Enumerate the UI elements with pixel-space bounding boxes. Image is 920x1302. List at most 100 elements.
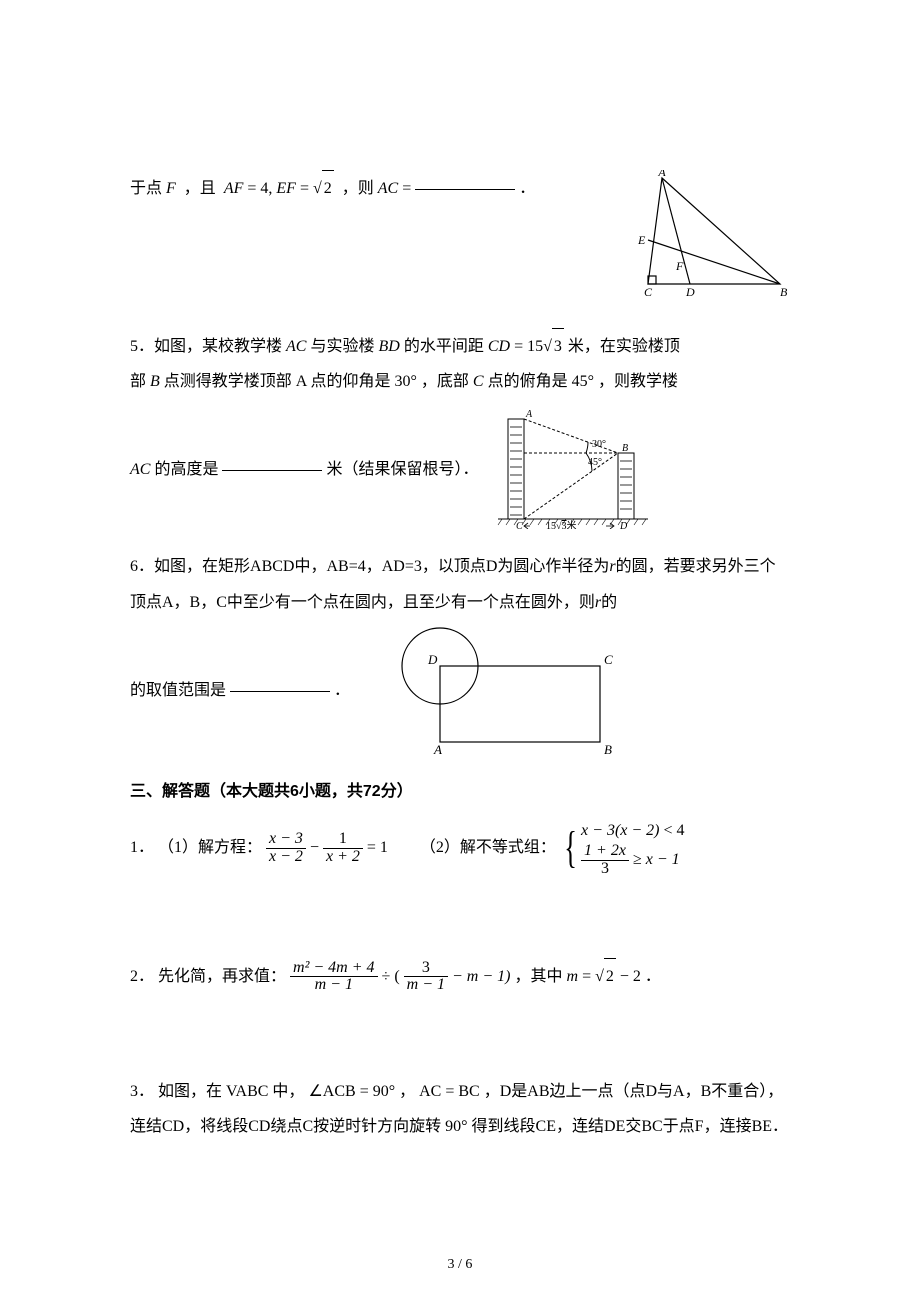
q4-sep3: ，则 xyxy=(342,180,374,197)
q32-sqrt2: 2 xyxy=(595,958,616,994)
q31-minus: − xyxy=(310,839,319,856)
q4-EF: EF xyxy=(276,180,296,197)
q31-number: 1． xyxy=(130,839,154,856)
q31-p2-label: （2）解不等式组： xyxy=(420,839,556,856)
q5-BD: BD xyxy=(379,338,400,355)
q5-cd-unit: 米，在实验楼顶 xyxy=(568,338,680,355)
figure-q6: D C A B xyxy=(380,626,620,756)
q31-frac1: x − 3 x − 2 xyxy=(266,831,306,866)
q6-t3: 的取值范围是 xyxy=(130,682,226,699)
q31-system: { x − 3(x − 2) < 4 1 + 2x 3 ≥ x − 1 xyxy=(560,819,685,878)
q5-t9: 的高度是 xyxy=(154,461,218,478)
q5-fig-45: 45° xyxy=(588,457,602,468)
q5-t1: 如图，某校教学楼 xyxy=(154,338,282,355)
q32-tail: − m − 1) xyxy=(452,968,510,985)
figure-q5: 30° 45° A B C D 15√3米 xyxy=(488,409,658,529)
q5-fig-30: 30° xyxy=(592,439,606,450)
q33-sep1: ， xyxy=(399,1083,415,1100)
label-E: E xyxy=(637,233,646,247)
question-4-tail: A E F C D B 于点 F ，且 AF = 4, EF = 2 ，则 AC… xyxy=(130,170,790,298)
q5-C: C xyxy=(473,373,484,390)
question-3-3: 3． 如图，在 VABC 中， ∠ACB = 90° ， AC = BC ，D是… xyxy=(130,1074,790,1144)
q33-t4: 得到线段CE，连结DE交BC于点F，连接BE． xyxy=(472,1118,788,1135)
label-B: B xyxy=(780,285,788,298)
question-3-1: 1． （1）解方程： x − 3 x − 2 − 1 x + 2 = 1 （2）… xyxy=(130,819,790,878)
q5-AC2: AC xyxy=(130,461,150,478)
q32-period: ． xyxy=(645,968,661,985)
q33-number: 3． xyxy=(130,1083,154,1100)
q32-m: m xyxy=(567,968,579,985)
q5-t8: ，则教学楼 xyxy=(598,373,678,390)
q33-t1: 如图，在 xyxy=(158,1083,222,1100)
question-3-2: 2． 先化简，再求值： m² − 4m + 4 m − 1 ÷ ( 3 m − … xyxy=(130,958,790,995)
q5-t5: 点测得教学楼顶部 A 点的仰角是 xyxy=(164,373,391,390)
q5-B: B xyxy=(150,373,160,390)
q6-t1: 如图，在矩形ABCD中，AB=4，AD=3，以顶点D为圆心作半径为 xyxy=(154,558,609,575)
q6-C: C xyxy=(604,652,613,667)
q4-point-F: F xyxy=(166,180,176,197)
q32-lpar: ( xyxy=(394,968,399,985)
q5-AC: AC xyxy=(286,338,306,355)
q4-text-before: 于点 xyxy=(130,180,162,197)
q32-eq: = xyxy=(582,968,591,985)
page-number: 3 / 6 xyxy=(0,1258,920,1272)
q4-sep1: ，且 xyxy=(184,180,216,197)
label-A: A xyxy=(657,170,666,179)
q4-EF-val: 2 xyxy=(313,170,334,206)
q4-AC: AC xyxy=(378,180,398,197)
q6-B: B xyxy=(604,742,612,756)
q32-frac1: m² − 4m + 4 m − 1 xyxy=(290,960,378,995)
q5-t6: ，底部 xyxy=(421,373,469,390)
q33-ang: ∠ACB xyxy=(308,1083,355,1100)
q6-last-line: 的取值范围是 ． xyxy=(130,673,350,708)
q5-t10: 米（结果保留根号）． xyxy=(326,461,478,478)
q5-CD: CD xyxy=(488,338,510,355)
figure-q4: A E F C D B xyxy=(630,170,790,298)
q5-ang2: 45° xyxy=(572,373,594,390)
q31-eq: = 1 xyxy=(367,839,388,856)
q4-blank xyxy=(415,189,515,190)
question-5: 5．如图，某校教学楼 AC 与实验楼 BD 的水平间距 CD = 153 米，在… xyxy=(130,328,790,529)
q4-AF: AF xyxy=(224,180,244,197)
q4-eq2: = xyxy=(300,180,309,197)
q4-eq1: = xyxy=(247,180,256,197)
q5-t2: 与实验楼 xyxy=(310,338,374,355)
q5-cd-eq: = xyxy=(514,338,523,355)
q5-cd-coeff: 15 xyxy=(527,338,543,355)
q5-cd-sqrt: 3 xyxy=(543,328,564,364)
q5-t3: 的水平间距 xyxy=(404,338,484,355)
question-6: 6．如图，在矩形ABCD中，AB=4，AD=3，以顶点D为圆心作半径为r的圆，若… xyxy=(130,549,790,755)
q4-period: ． xyxy=(519,180,535,197)
q6-A: A xyxy=(433,742,442,756)
q5-number: 5． xyxy=(130,338,154,355)
q4-eq3: = xyxy=(402,180,411,197)
q33-tri: VABC xyxy=(226,1083,268,1100)
q32-frac2: 3 m − 1 xyxy=(404,960,448,995)
section-3-title: 三、解答题（本大题共6小题，共72分） xyxy=(130,774,790,809)
q32-t2: ，其中 xyxy=(514,968,562,985)
label-F: F xyxy=(675,259,684,273)
q31-frac2: 1 x + 2 xyxy=(323,831,363,866)
svg-text:15√3米: 15√3米 xyxy=(546,519,577,529)
q5-fig-B: B xyxy=(622,443,628,454)
q6-period: ． xyxy=(334,682,350,699)
q33-angv: = 90° xyxy=(360,1083,395,1100)
q32-t1: 先化简，再求值： xyxy=(158,968,286,985)
q5-last-line: AC 的高度是 米（结果保留根号）． xyxy=(130,452,478,487)
q33-rot: 90° xyxy=(445,1118,467,1135)
q31-p1-label: （1）解方程： xyxy=(158,839,262,856)
q5-t7: 点的俯角是 xyxy=(488,373,568,390)
label-C: C xyxy=(644,285,653,298)
q32-minus2: − 2 xyxy=(620,968,641,985)
q33-eq2: AC = BC xyxy=(419,1083,480,1100)
q5-fig-C: C xyxy=(516,521,523,529)
q5-fig-D: D xyxy=(619,521,628,529)
q6-number: 6． xyxy=(130,558,154,575)
q6-blank xyxy=(230,691,330,692)
label-D: D xyxy=(685,285,695,298)
q6-t2b: 的 xyxy=(601,594,617,611)
q32-div: ÷ xyxy=(382,968,391,985)
q32-number: 2． xyxy=(130,968,154,985)
q5-t4: 部 xyxy=(130,373,146,390)
q5-blank xyxy=(222,470,322,471)
